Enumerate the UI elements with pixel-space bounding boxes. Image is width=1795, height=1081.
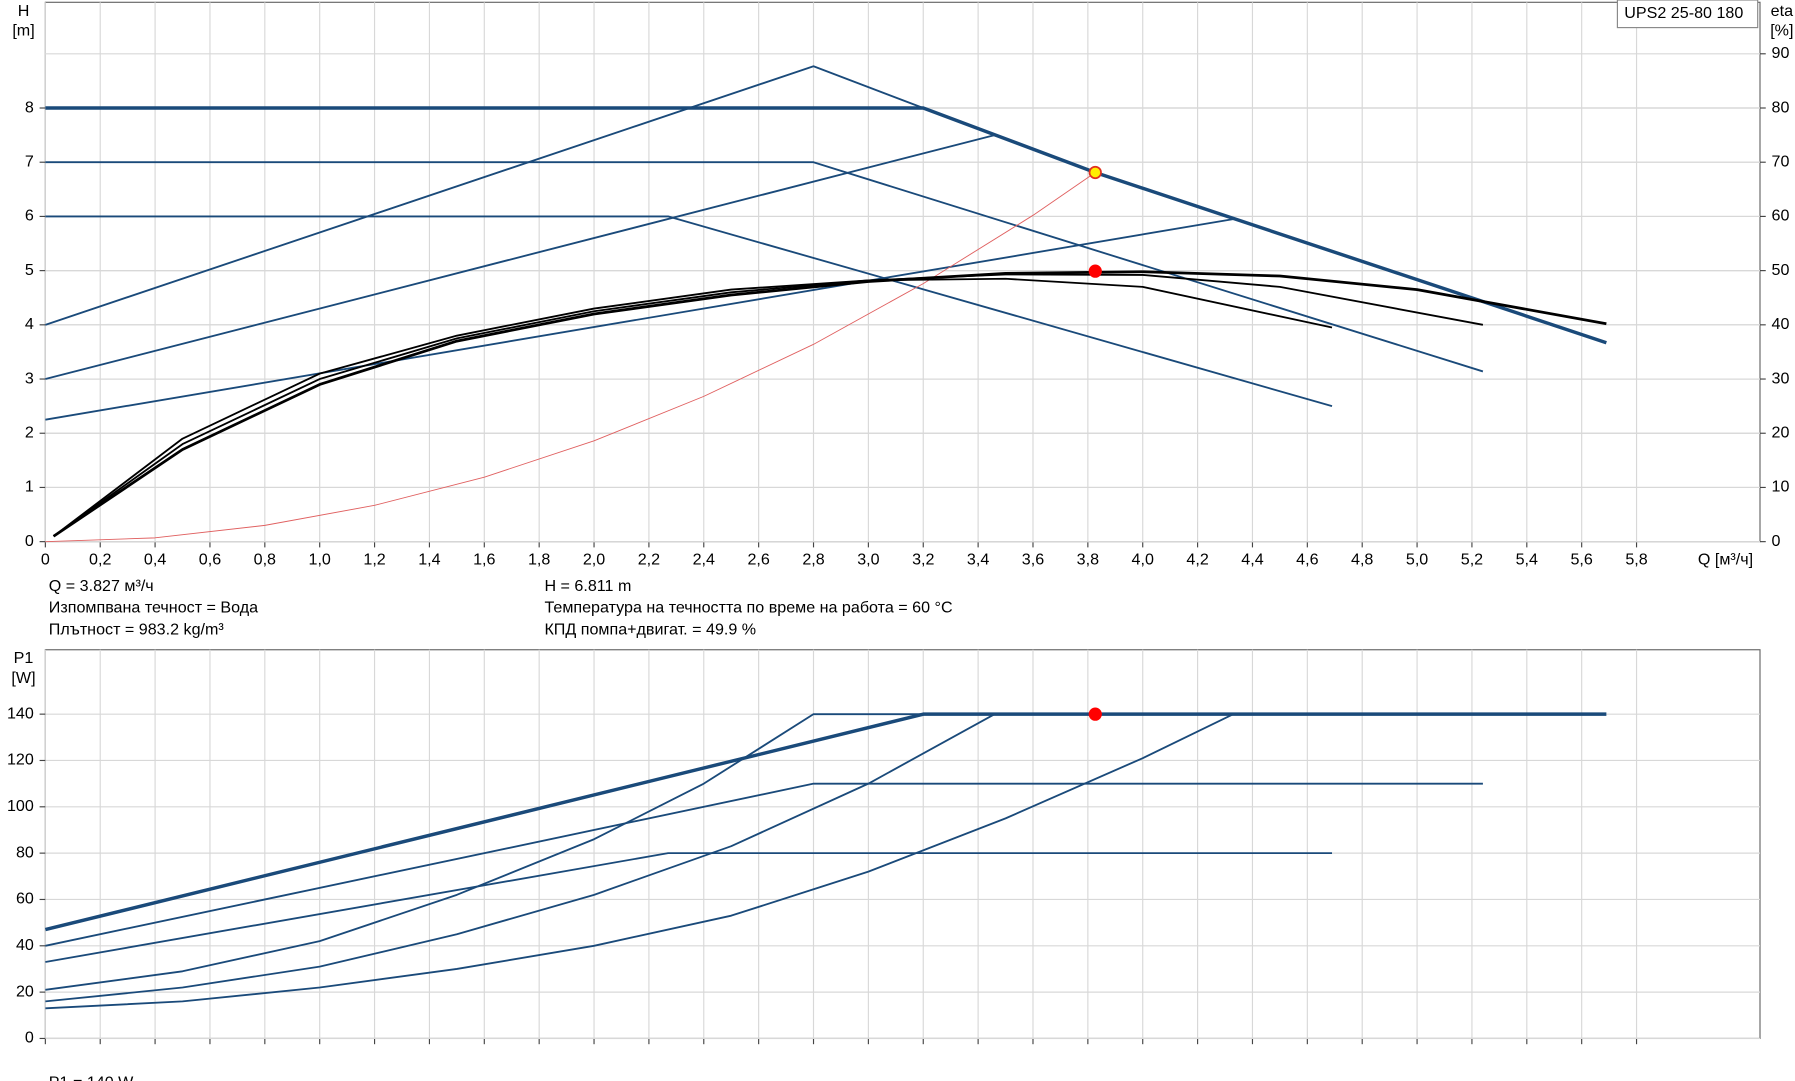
curve: [45, 161, 1484, 373]
x-tick-label: 4,8: [1351, 550, 1373, 568]
curve: [45, 713, 1234, 1010]
legend-box: [1616, 0, 1759, 29]
x-tick-label: 2,8: [802, 550, 824, 568]
y2-tick-label: 80: [1772, 98, 1790, 116]
x-tick-label: 1,8: [528, 550, 550, 568]
curve: [45, 134, 995, 380]
y-axis-label: H: [18, 2, 30, 20]
plot-area: [44, 649, 1761, 1040]
curve: [45, 172, 1096, 543]
x-tick-label: 1,6: [473, 550, 495, 568]
legend-label: UPS2 25-80 180: [1624, 4, 1743, 22]
y-tick-label: 3: [25, 369, 34, 387]
x-tick-label: 5,0: [1406, 550, 1428, 568]
y-tick-label: 100: [7, 797, 34, 815]
x-axis-label: Q [м³/ч]: [1698, 550, 1753, 568]
y2-tick-label: 30: [1772, 369, 1790, 387]
x-tick-label: 2,6: [747, 550, 769, 568]
y-tick-label: 60: [16, 890, 34, 908]
curve: [52, 270, 1607, 538]
x-tick-label: 1,4: [418, 550, 440, 568]
x-tick-label: 5,2: [1461, 550, 1483, 568]
operating-point: [1088, 165, 1102, 180]
curve: [53, 273, 1484, 537]
y-tick-label: 0: [25, 1029, 34, 1047]
x-tick-label: 3,2: [912, 550, 934, 568]
x-tick-label: 3,0: [857, 550, 879, 568]
annotation: Плътност = 983.2 kg/m³: [49, 620, 225, 638]
y-axis-label: [W]: [11, 669, 35, 687]
x-tick-label: 3,8: [1077, 550, 1099, 568]
x-tick-label: 4,0: [1132, 550, 1154, 568]
x-tick-label: 4,4: [1241, 550, 1263, 568]
y-tick-label: 80: [16, 843, 34, 861]
x-tick-label: 1,2: [363, 550, 385, 568]
x-tick-label: 3,6: [1022, 550, 1044, 568]
y2-tick-label: 90: [1772, 44, 1790, 62]
operating-point: [1088, 707, 1102, 721]
y-tick-label: 2: [25, 423, 34, 441]
operating-point: [1088, 264, 1102, 278]
y2-axis-label: [%]: [1770, 21, 1793, 39]
y-axis-label: [m]: [12, 21, 34, 39]
curve: [45, 713, 924, 991]
x-tick-label: 0,6: [199, 550, 221, 568]
x-tick-label: 0: [41, 550, 50, 568]
y-tick-label: 1: [25, 478, 34, 496]
y-tick-label: 0: [25, 532, 34, 550]
x-tick-label: 2,4: [693, 550, 715, 568]
x-tick-label: 0,2: [89, 550, 111, 568]
x-tick-label: 5,4: [1516, 550, 1538, 568]
y2-axis-label: eta: [1771, 2, 1793, 20]
y-tick-label: 7: [25, 152, 34, 170]
annotation: Температура на течността по време на раб…: [544, 599, 953, 617]
annotation: P1 = 140 W: [49, 1074, 134, 1081]
y2-tick-label: 50: [1772, 261, 1790, 279]
x-tick-label: 2,2: [638, 550, 660, 568]
y-tick-label: 120: [7, 751, 34, 769]
curve: [45, 106, 1607, 345]
curve: [53, 277, 1333, 537]
x-tick-label: 4,6: [1296, 550, 1318, 568]
y-tick-label: 40: [16, 936, 34, 954]
y-tick-label: 20: [16, 982, 34, 1000]
plot-area: [44, 1, 1761, 543]
x-tick-label: 0,8: [254, 550, 276, 568]
annotation: Изпомпвана течност = Вода: [49, 599, 258, 617]
x-tick-label: 1,0: [309, 550, 331, 568]
y2-tick-label: 0: [1772, 532, 1781, 550]
curve: [45, 215, 1333, 408]
x-tick-label: 5,6: [1570, 550, 1592, 568]
y-tick-label: 6: [25, 207, 34, 225]
annotation: Q = 3.827 м³/ч: [49, 577, 154, 595]
y2-tick-label: 10: [1772, 478, 1790, 496]
curve: [45, 65, 924, 326]
y2-tick-label: 40: [1772, 315, 1790, 333]
curve: [45, 713, 996, 1003]
curve: [45, 218, 1234, 421]
y2-tick-label: 60: [1772, 207, 1790, 225]
y-tick-label: 8: [25, 98, 34, 116]
x-tick-label: 4,2: [1186, 550, 1208, 568]
x-tick-label: 5,8: [1625, 550, 1647, 568]
annotation: H = 6.811 m: [544, 577, 631, 595]
x-tick-label: 0,4: [144, 550, 166, 568]
y-tick-label: 5: [25, 261, 34, 279]
x-tick-label: 3,4: [967, 550, 989, 568]
curve: [45, 852, 1333, 963]
y-tick-label: 4: [25, 315, 34, 333]
curve: [45, 782, 1483, 947]
y2-tick-label: 20: [1772, 423, 1790, 441]
annotation: КПД помпа+двигат. = 49.9 %: [544, 620, 756, 638]
y-axis-label: P1: [14, 649, 34, 667]
y2-tick-label: 70: [1772, 152, 1790, 170]
y-tick-label: 140: [7, 704, 34, 722]
x-tick-label: 2,0: [583, 550, 605, 568]
